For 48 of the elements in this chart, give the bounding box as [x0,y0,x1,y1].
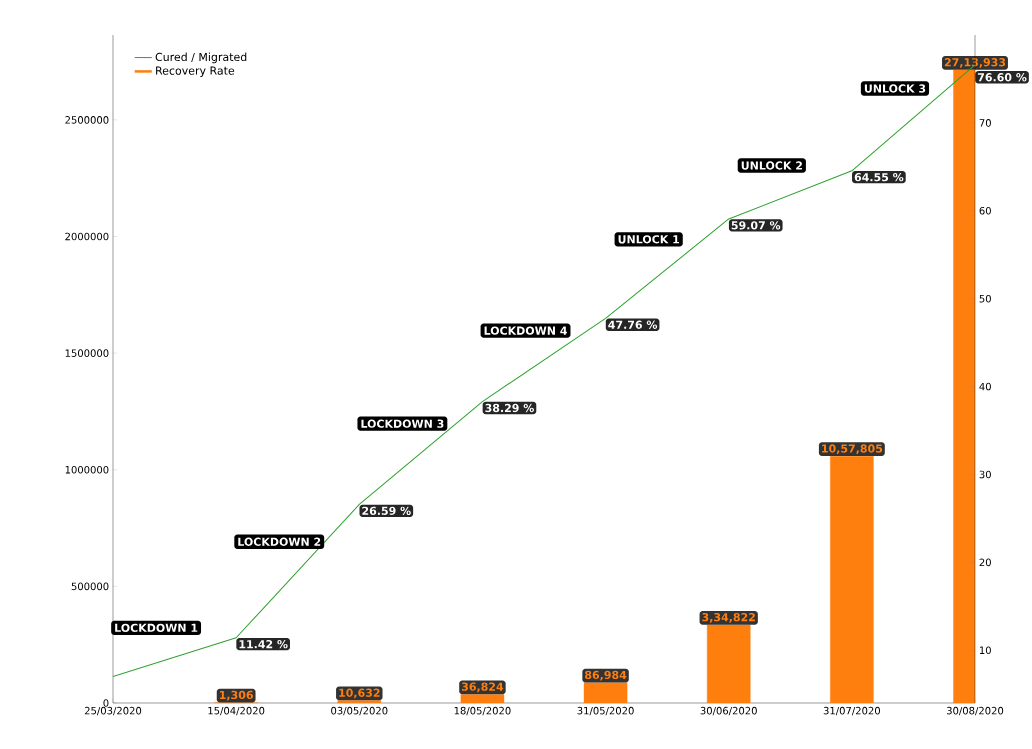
x-tick-label: 15/04/2020 [208,706,265,716]
y2-tick-label: 60 [979,206,991,215]
data-label: 47.76 % [608,320,658,329]
data-label: 38.29 % [485,403,534,413]
bar [460,694,505,703]
y2-tick-label: 50 [979,294,991,303]
y2-tick-label: 30 [979,470,991,479]
x-tick-label: 30/08/2020 [946,706,1004,716]
data-label: 86,984 [585,670,627,681]
y-tick-label: 1000000 [65,465,109,474]
x-tick-label: 03/05/2020 [331,706,388,716]
data-label: 36,824 [461,682,504,693]
annotation: LOCKDOWN 1 [115,623,198,633]
annotation: LOCKDOWN 2 [238,537,321,546]
y-tick-label: 2500000 [65,116,109,124]
y-tick-label: 1500000 [65,349,109,357]
y-tick-label: 2000000 [65,232,109,241]
annotation: LOCKDOWN 4 [484,326,567,335]
y2-tick-label: 10 [979,646,991,655]
annotation: UNLOCK 2 [741,161,802,170]
y-tick-label: 0 [103,699,109,707]
data-label: 11.42 % [239,639,288,649]
x-tick-label: 31/05/2020 [577,706,634,716]
x-tick-label: 31/07/2020 [823,706,881,716]
legend-label: Recovery Rate [156,66,235,77]
y-tick-label: 500000 [71,582,109,591]
y2-tick-label: 40 [979,382,991,391]
data-label: 10,632 [339,688,380,699]
bar [706,624,751,703]
data-label: 27,13,933 [944,58,1006,68]
annotation: LOCKDOWN 3 [361,419,444,428]
data-label: 59.07 % [731,221,781,230]
data-label: 64.55 % [854,173,904,182]
y2-tick-label: 20 [979,558,991,567]
data-label: 76.60 % [977,73,1027,82]
data-label: 1,306 [219,690,253,701]
data-label: 26.59 % [362,506,411,515]
data-label: 3,34,822 [702,612,755,623]
y2-tick-label: 70 [979,119,991,127]
bar [583,682,628,703]
annotation: UNLOCK 3 [864,84,926,93]
x-tick-label: 25/03/2020 [84,706,142,716]
annotation: UNLOCK 1 [618,235,679,244]
x-tick-label: 30/06/2020 [700,706,757,716]
legend-label: Cured / Migrated [155,52,247,64]
x-tick-label: 18/05/2020 [454,706,511,716]
data-label: 10,57,805 [822,444,883,455]
bar [337,700,382,703]
